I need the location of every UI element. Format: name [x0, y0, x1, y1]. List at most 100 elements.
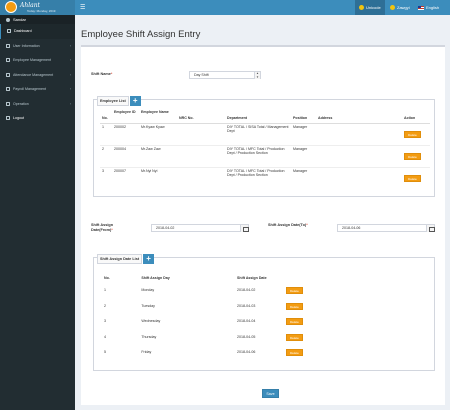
logo-text: Ahlant: [20, 2, 40, 9]
user-icon: [6, 17, 10, 22]
select-arrows-icon: ▲ ▼: [254, 71, 260, 79]
cell-action: Delete: [284, 283, 312, 299]
date-from-value: 2018-04-02: [156, 226, 175, 230]
column-header: Address: [316, 109, 402, 124]
chevron-left-icon: ‹: [69, 101, 71, 106]
delete-button[interactable]: Delete: [404, 174, 421, 182]
cell-no: 5: [104, 350, 106, 355]
lang-unicode-button[interactable]: Unicode: [355, 0, 385, 15]
cell-employee-name: Mr.Zaw Zaw: [139, 144, 177, 167]
logout-icon: [6, 116, 10, 121]
cell-employee-id: 200004: [112, 144, 139, 167]
column-header: Shift Assign Day: [141, 276, 170, 280]
shift-assign-table: No. Shift Assign Day Shift Assign Date 1…: [102, 273, 312, 361]
english-flag-icon: [418, 5, 424, 10]
sidebar-item-dashboard[interactable]: Dashboard: [0, 24, 75, 39]
cell-no: 2: [100, 144, 112, 167]
cell-department: DIY TOTAL / MFC Total / Production Dept …: [225, 144, 291, 167]
delete-button[interactable]: Delete: [404, 130, 421, 138]
column-header: No.: [100, 109, 112, 124]
cell-department: DIY TOTAL / SISA Total / Management Dept: [225, 122, 291, 145]
delete-button[interactable]: Delete: [285, 318, 303, 326]
delete-button[interactable]: Delete: [285, 287, 303, 295]
sidebar-item-payroll-management[interactable]: Payroll Management ‹: [0, 82, 75, 97]
sidebar-item-employee-management[interactable]: Employee Management ‹: [0, 53, 75, 68]
cell-day: Monday: [141, 288, 155, 293]
lang-english-button[interactable]: English: [414, 0, 443, 15]
cell-nrc: [177, 122, 225, 145]
content-area: Employee Shift Assign Entry Shift Name* …: [75, 15, 450, 410]
cell-day: Friday: [141, 350, 152, 355]
delete-button[interactable]: Delete: [404, 152, 421, 160]
table-row: 1 200002 Mr.Kyaw Kyaw DIY TOTAL / SISA T…: [100, 122, 430, 145]
lang-zawgyi-button[interactable]: Zawgyi: [386, 0, 414, 15]
cell-no: 3: [104, 319, 106, 324]
add-date-button[interactable]: +: [143, 254, 155, 264]
cell-action: Delete: [284, 299, 312, 315]
sidebar-item-label: Logout: [13, 116, 24, 121]
lang-label: Zawgyi: [397, 5, 410, 10]
cell-action: Delete: [402, 122, 430, 145]
page-title: Employee Shift Assign Entry: [81, 29, 201, 40]
sidebar-item-logout[interactable]: Logout: [0, 111, 75, 126]
cell-employee-id: 200002: [112, 122, 139, 145]
date-to-input[interactable]: 2018-04-06: [337, 224, 435, 232]
sidebar-item-label: User Information: [13, 43, 40, 48]
column-header: No.: [104, 276, 110, 280]
user-info-icon: [6, 43, 10, 48]
unicode-icon: [359, 5, 364, 10]
cell-address: [316, 144, 402, 167]
cell-date: 2018-04-02: [236, 288, 256, 293]
lang-label: Unicode: [366, 5, 381, 10]
sidebar-item-operation[interactable]: Operation ‹: [0, 97, 75, 112]
sidebar-user: Sandar: [0, 15, 75, 24]
chevron-left-icon: ‹: [69, 58, 71, 63]
menu-toggle-icon[interactable]: ☰: [80, 5, 86, 11]
top-navbar: Ahlant Today: Monday, 2019 ☰ Unicode Zaw…: [0, 0, 450, 15]
shift-name-label: Shift Name*: [91, 72, 113, 76]
calendar-icon[interactable]: [240, 225, 249, 232]
sidebar-item-user-information[interactable]: User Information ‹: [0, 39, 75, 54]
employee-list-title: Employee List: [97, 96, 129, 106]
table-row: 1 Monday 2018-04-02 Delete: [102, 283, 312, 299]
save-button[interactable]: Save: [262, 389, 279, 398]
shift-name-select[interactable]: Day Shift ▲ ▼: [189, 71, 261, 79]
cell-employee-id: 200007: [112, 166, 139, 189]
shift-assign-date-box: Shift Assign Date List + No. Shift Assig…: [93, 254, 435, 371]
sidebar-item-label: Dashboard: [14, 29, 32, 34]
logo[interactable]: Ahlant Today: Monday, 2019: [0, 0, 75, 15]
delete-button[interactable]: Delete: [285, 302, 303, 310]
column-header: Employee ID: [112, 109, 139, 124]
cell-action: Delete: [284, 314, 312, 330]
cell-date: 2018-04-03: [236, 303, 256, 308]
cell-day: Wednesday: [141, 319, 161, 324]
sidebar-item-label: Payroll Management: [13, 87, 46, 92]
cell-action: Delete: [402, 144, 430, 167]
operation-icon: [6, 101, 10, 106]
cell-no: 1: [104, 288, 106, 293]
date-from-input[interactable]: 2018-04-02: [151, 224, 249, 232]
chevron-left-icon: ‹: [69, 72, 71, 77]
add-employee-button[interactable]: +: [129, 96, 141, 106]
cell-employee-name: Mr.Nyi Nyi: [139, 166, 177, 189]
sidebar-item-attendance-management[interactable]: Attendance Management ‹: [0, 68, 75, 83]
employee-list-box: Employee List + No. Employee ID Employee…: [93, 96, 435, 197]
sidebar-user-name: Sandar: [13, 17, 26, 22]
cell-department: DIY TOTAL / MFC Total / Production Dept …: [225, 166, 291, 189]
cell-no: 3: [100, 166, 112, 189]
attendance-icon: [6, 72, 10, 77]
column-header: Employee Name: [139, 109, 177, 124]
shift-assign-date-title: Shift Assign Date List: [97, 254, 143, 264]
cell-date: 2018-04-06: [236, 350, 256, 355]
employee-table: No. Employee ID Employee Name NRC No. De…: [100, 109, 430, 189]
date-to-label: Shift Assign Date(To)*: [268, 223, 308, 227]
main-panel: Shift Name* Day Shift ▲ ▼ Employee List +…: [81, 45, 445, 405]
delete-button[interactable]: Delete: [285, 349, 303, 357]
column-header: NRC No.: [177, 109, 225, 124]
cell-action: Delete: [284, 345, 312, 361]
cell-day: Tuesday: [141, 303, 155, 308]
delete-button[interactable]: Delete: [285, 333, 303, 341]
cell-address: [316, 122, 402, 145]
table-row: 2 200004 Mr.Zaw Zaw DIY TOTAL / MFC Tota…: [100, 144, 430, 167]
calendar-icon[interactable]: [426, 225, 435, 232]
